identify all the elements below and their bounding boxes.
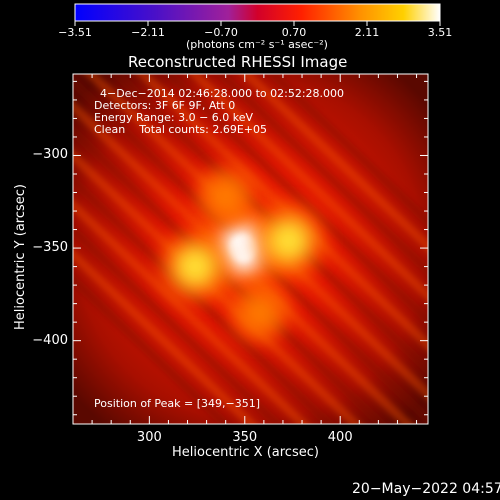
texture-streak <box>188 74 428 302</box>
texture-streak <box>214 74 428 278</box>
annotation-time-range: 4−Dec−2014 02:46:28.000 to 02:52:28.000 <box>100 87 345 100</box>
texture-streak <box>162 74 428 327</box>
chart-title: Reconstructed RHESSI Image <box>128 53 348 71</box>
x-axis-label: Heliocentric X (arcsec) <box>172 445 319 460</box>
plot-frame <box>72 73 429 425</box>
colorbar-ticks <box>74 21 441 26</box>
colorbar-tick-label: −2.11 <box>131 26 165 39</box>
colorbar-tick-label: −0.70 <box>204 26 238 39</box>
texture-streak <box>73 223 284 424</box>
texture-streak <box>136 74 428 352</box>
colorbar-tick-label: 2.11 <box>354 26 380 39</box>
colorbar-tick-label: −3.51 <box>58 26 92 39</box>
source-blob <box>242 295 278 331</box>
source-blob <box>267 219 311 263</box>
texture-streak <box>73 273 232 424</box>
x-tick-label: 400 <box>327 430 353 445</box>
peak-position-label: Position of Peak = [349,−351] <box>94 397 261 410</box>
footer-timestamp: 20−May−2022 04:57 <box>352 481 500 497</box>
x-tick-label: 350 <box>232 430 258 445</box>
y-tick-label: −300 <box>32 147 68 163</box>
colorbar <box>74 3 441 22</box>
source-blob <box>173 245 217 288</box>
y-axis-label: Heliocentric Y (arcsec) <box>13 184 28 330</box>
x-tick-label: 300 <box>136 430 162 445</box>
colorbar-unit-label: (photons cm⁻² s⁻¹ asec⁻²) <box>186 38 328 51</box>
texture-streak <box>73 248 258 424</box>
texture-streak <box>73 199 310 424</box>
axis-ticks <box>73 74 428 424</box>
y-tick-label: −400 <box>32 332 68 348</box>
texture-streak <box>240 74 428 253</box>
texture-streak <box>73 174 336 424</box>
texture-streak <box>266 74 428 228</box>
annotation-total-counts: Clean Total counts: 2.69E+05 <box>94 123 268 136</box>
source-peak-core <box>229 234 257 262</box>
annotation-energy-range: Energy Range: 3.0 − 6.0 keV <box>94 111 254 124</box>
colorbar-tick-label: 3.51 <box>427 26 453 39</box>
colorbar-tick-label: 0.70 <box>281 26 307 39</box>
annotation-detectors: Detectors: 3F 6F 9F, Att 0 <box>94 99 236 112</box>
heatmap-image <box>73 74 428 424</box>
y-tick-label: −350 <box>32 240 68 256</box>
source-blob <box>208 178 244 214</box>
